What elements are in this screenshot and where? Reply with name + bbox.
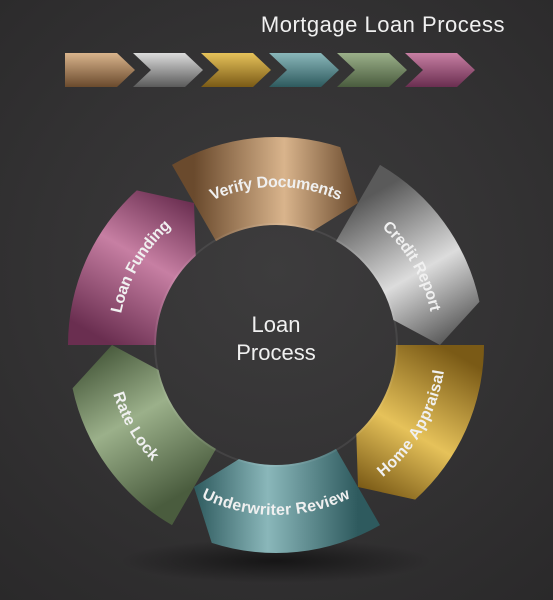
bar-segment — [269, 53, 339, 87]
bar-segment — [337, 53, 407, 87]
center-label: Loan Process — [196, 311, 356, 366]
bar-segment — [133, 53, 203, 87]
page-title: Mortgage Loan Process — [261, 12, 505, 38]
stage: Mortgage Loan Process Verify DocumentsCr… — [0, 0, 553, 600]
center-line-1: Loan — [252, 312, 301, 337]
arrow-bar — [65, 50, 495, 86]
bar-segment — [405, 53, 475, 87]
bar-segment — [65, 53, 135, 87]
bar-segment — [201, 53, 271, 87]
center-line-2: Process — [236, 340, 315, 365]
